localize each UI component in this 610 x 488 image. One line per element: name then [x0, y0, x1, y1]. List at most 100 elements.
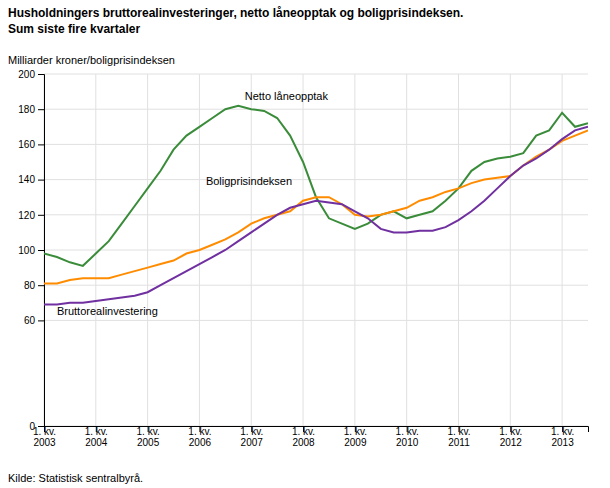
grid: [44, 74, 588, 426]
grid-line-y: [44, 109, 588, 110]
series-line: [44, 130, 588, 283]
x-tick: 1. kv.2006: [188, 426, 211, 448]
y-tick-label: 140: [18, 174, 35, 185]
x-tick-label-line: 2013: [551, 437, 574, 448]
x-tick: 1. kv.2007: [240, 426, 263, 448]
y-tick-mark: [38, 215, 44, 216]
x-axis: 1. kv.20031. kv.20041. kv.20051. kv.2006…: [33, 426, 589, 448]
x-tick: 1. kv.2003: [33, 426, 56, 448]
y-tick: 100: [18, 245, 44, 256]
y-tick: 80: [24, 280, 44, 291]
y-tick-mark: [38, 320, 44, 321]
x-tick-label: 1. kv.2004: [85, 426, 108, 448]
x-tick-label-line: 2008: [292, 437, 315, 448]
x-tick-label-line: 2005: [137, 437, 160, 448]
x-tick-label-line: 1. kv.: [137, 426, 160, 437]
y-tick-label: 160: [18, 139, 35, 150]
chart: Husholdningers bruttorealinvesteringer, …: [0, 0, 610, 488]
x-tick-label-line: 1. kv.: [499, 426, 522, 437]
x-tick-label-line: 2006: [189, 437, 212, 448]
x-tick-label-line: 1. kv.: [396, 426, 419, 437]
x-tick: 1. kv.2011: [447, 426, 470, 448]
x-tick-label-line: 2003: [33, 437, 56, 448]
x-tick-label: 1. kv.2012: [499, 426, 522, 448]
annotations: Netto låneopptak Boligprisindeksen Bruttor…: [57, 90, 328, 317]
y-tick-mark: [38, 180, 44, 181]
x-tick-label-line: 1. kv.: [240, 426, 263, 437]
grid-line-y: [44, 250, 588, 251]
grid-line-y: [44, 320, 588, 321]
y-tick-mark: [38, 285, 44, 286]
grid-line-x: [95, 74, 96, 426]
y-tick-label: 60: [24, 315, 36, 326]
x-tick-label-line: 1. kv.: [447, 426, 470, 437]
y-tick-mark: [38, 74, 44, 75]
y-tick: 140: [18, 174, 44, 185]
y-tick-label: 200: [18, 69, 35, 80]
grid-line-x: [147, 74, 148, 426]
y-tick: 200: [18, 69, 44, 80]
y-tick-label: 80: [24, 280, 36, 291]
annotation: Boligprisindeksen: [206, 175, 292, 187]
x-tick-label-line: 1. kv.: [292, 426, 315, 437]
x-tick-label-line: 2011: [448, 437, 470, 448]
grid-line-x: [303, 74, 304, 426]
grid-line-x: [354, 74, 355, 426]
y-axis-line: [38, 75, 45, 427]
y-axis-title: Milliarder kroner/boligprisindeksen: [8, 54, 175, 66]
y-tick: 160: [18, 139, 44, 150]
source: Kilde: Statistisk sentralbyrå.: [8, 472, 143, 484]
x-tick-label-line: 2004: [85, 437, 108, 448]
x-tick: 1. kv.2008: [292, 426, 315, 448]
y-tick-label: 100: [18, 245, 35, 256]
annotation: Netto låneopptak: [245, 90, 329, 102]
y-axis: 06080100120140160180200: [18, 69, 44, 432]
x-tick-label-line: 2010: [396, 437, 419, 448]
y-tick-mark: [38, 144, 44, 145]
x-tick: 1. kv.2009: [344, 426, 367, 448]
grid-line-y: [44, 214, 588, 215]
grid-line-x: [458, 74, 459, 426]
x-tick-label: 1. kv.2011: [447, 426, 470, 448]
x-tick-label-line: 1. kv.: [344, 426, 367, 437]
x-tick-label: 1. kv.2013: [551, 426, 574, 448]
x-tick: 1. kv.2010: [396, 426, 419, 448]
x-tick-label-line: 2012: [500, 437, 523, 448]
x-tick: 1. kv.2004: [85, 426, 108, 448]
lines: [44, 106, 588, 305]
y-tick: 120: [18, 210, 44, 221]
annotation: Bruttorealinvestering: [57, 305, 158, 317]
grid-line-x: [406, 74, 407, 426]
x-tick: 1. kv.2005: [137, 426, 160, 448]
grid-line-x: [562, 74, 563, 426]
subtitle: Sum siste fire kvartaler: [8, 22, 140, 36]
y-tick: 180: [18, 104, 44, 115]
x-tick-label-line: 2007: [241, 437, 264, 448]
grid-line-x: [510, 74, 511, 426]
x-tick-label: 1. kv.2006: [188, 426, 211, 448]
x-tick-label: 1. kv.2005: [137, 426, 160, 448]
x-tick-label-line: 1. kv.: [188, 426, 211, 437]
grid-line-y: [44, 285, 588, 286]
title: Husholdningers bruttorealinvesteringer, …: [8, 6, 463, 20]
x-tick-label-line: 1. kv.: [551, 426, 574, 437]
plot: 060801001201401601802001. kv.20031. kv.2…: [18, 69, 588, 448]
y-tick-mark: [38, 109, 44, 110]
series-line: [44, 127, 588, 305]
x-tick: 1. kv.2013: [551, 426, 574, 448]
x-tick-label: 1. kv.2009: [344, 426, 367, 448]
series-line: [44, 106, 588, 266]
y-tick: 60: [24, 315, 44, 326]
x-tick-label: 1. kv.2010: [396, 426, 419, 448]
x-tick-label-line: 1. kv.: [85, 426, 108, 437]
y-tick-mark: [38, 250, 44, 251]
x-tick-label: 1. kv.2008: [292, 426, 315, 448]
grid-line-x: [251, 74, 252, 426]
y-tick-label: 120: [18, 210, 35, 221]
grid-line-y: [44, 74, 588, 75]
x-tick-label-line: 1. kv.: [33, 426, 56, 437]
x-tick: 1. kv.2012: [499, 426, 522, 448]
x-tick-label: 1. kv.2007: [240, 426, 263, 448]
x-tick-label: 1. kv.2003: [33, 426, 56, 448]
grid-line-y: [44, 144, 588, 145]
